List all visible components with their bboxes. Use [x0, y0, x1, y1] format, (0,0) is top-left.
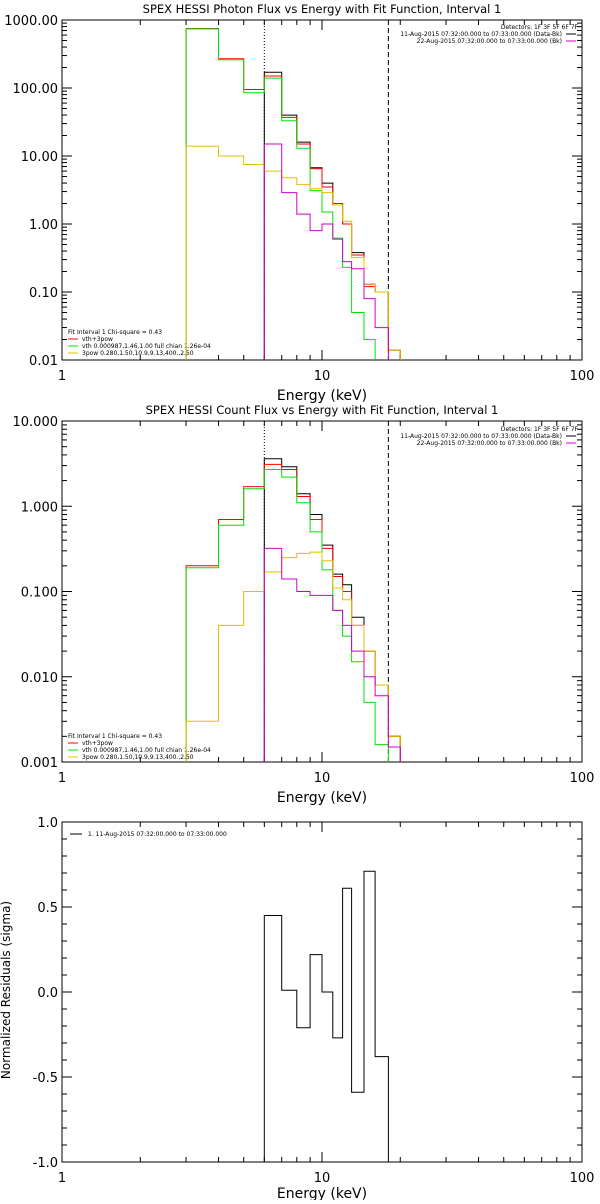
photon-flux-detectors: Detectors: 1F 3F 5F 6F 7F	[501, 24, 579, 31]
photon-flux-legend-red: vth+3pow	[82, 336, 113, 343]
count-flux-legend-yellow: 3pow 0.280,1.50,10.9,9.13,400.,2.50	[82, 754, 194, 761]
chart-1-xtick-label: 1	[58, 369, 66, 384]
chart-3-ytick-label: 0.0	[37, 986, 58, 1001]
residuals-legend: 1. 11-Aug-2015 07:32:00.000 to 07:33:00.…	[88, 831, 227, 838]
chart-3-xtick-label: 1	[58, 1171, 66, 1186]
count-flux-fit-info: Fit Interval 1 Chi-square = 0.43	[68, 733, 162, 740]
chart-2-ytick-label: 1.000	[21, 500, 58, 515]
chart-2-ytick-label: 0.010	[21, 671, 58, 686]
chart-1-xtick-label: 10	[314, 369, 331, 384]
chart-1-ytick-label: 0.01	[29, 354, 58, 369]
residuals-xlabel: Energy (keV)	[277, 1186, 367, 1200]
chart-2-ytick-label: 10.000	[13, 415, 59, 430]
chart-2-frame	[61, 420, 583, 763]
photon-flux-fit-info: Fit Interval 1 Chi-square = 0.43	[68, 329, 162, 336]
residuals-panel: Energy (keV) Normalized Residuals (sigma…	[0, 831, 367, 1202]
chart-2-xtick-label: 100	[570, 771, 595, 786]
chart-2-ytick-label: 0.100	[21, 586, 58, 601]
photon-flux-title: SPEX HESSI Photon Flux vs Energy with Fi…	[143, 2, 502, 16]
chart-3-ytick-label: 0.5	[37, 901, 58, 916]
chart-2-ytick-label: 0.001	[21, 756, 58, 771]
chart-1-ytick-label: 1000.00	[4, 14, 58, 29]
photon-flux-legend-green: vth 0.000987,1.46,1.00 full chian 1.26e-…	[82, 343, 211, 350]
chart-1-ytick-label: 10.00	[21, 150, 58, 165]
residuals-ylabel: Normalized Residuals (sigma)	[0, 901, 13, 1079]
chart-2-series-black	[263, 458, 401, 762]
chart-2-series-magenta	[263, 547, 401, 762]
chart-3-plot: 1 10 100 -1.0 -0.5 0.0 0.5 1.0	[33, 816, 595, 1186]
count-flux-time-1: 11-Aug-2015 07:32:00.000 to 07:33:00.000…	[400, 433, 562, 440]
photon-flux-legend-yellow: 3pow 0.280,1.50,10.9,9.13,400.,2.50	[82, 350, 194, 357]
count-flux-title: SPEX HESSI Count Flux vs Energy with Fit…	[146, 403, 499, 417]
chart-1-ytick-label: 0.10	[29, 286, 58, 301]
count-flux-legend-green: vth 0.000987,1.46,1.00 full chian 1.26e-…	[82, 747, 211, 754]
chart-1-series-red	[185, 28, 401, 360]
chart-3-ytick-label: -0.5	[33, 1071, 58, 1086]
chart-1-xtick-label: 100	[570, 369, 595, 384]
photon-flux-time-2: 22-Aug-2015 07:32:00.000 to 07:33:00.000…	[417, 38, 562, 45]
chart-2-plot: 1 10 100 0.001 0.010 0.100 1.000 10.000	[13, 415, 595, 786]
chart-1-series-green	[185, 28, 376, 360]
photon-flux-time-1: 11-Aug-2015 07:32:00.000 to 07:33:00.000…	[400, 31, 562, 38]
chart-3-ytick-label: 1.0	[37, 816, 58, 831]
chart-2-series-green	[185, 469, 389, 762]
chart-3-xtick-label: 10	[314, 1171, 331, 1186]
count-flux-legend-red: vth+3pow	[82, 740, 113, 747]
chart-3-ytick-label: -1.0	[33, 1156, 58, 1171]
chart-3-series-black	[263, 870, 389, 1162]
chart-1-ytick-label: 100.00	[13, 82, 59, 97]
count-flux-time-2: 22-Aug-2015 07:32:00.000 to 07:33:00.000…	[417, 440, 562, 447]
chart-2-xtick-label: 10	[314, 771, 331, 786]
count-flux-detectors: Detectors: 1F 3F 5F 6F 7F	[501, 426, 579, 433]
chart-1-series-yellow	[185, 145, 401, 360]
chart-3-xtick-label: 100	[570, 1171, 595, 1186]
count-flux-xlabel: Energy (keV)	[277, 790, 367, 806]
chart-1-plot: 1 10 100 0.01 0.10 1.00 10.00 100.00 1000.00	[4, 14, 595, 384]
photon-flux-xlabel: Energy (keV)	[277, 388, 367, 404]
photon-flux-panel: SPEX HESSI Photon Flux vs Energy with Fi…	[68, 2, 579, 404]
chart-2-xtick-label: 1	[58, 771, 66, 786]
count-flux-panel: SPEX HESSI Count Flux vs Energy with Fit…	[68, 403, 579, 806]
chart-2-series-yellow	[185, 551, 401, 762]
chart-1-ytick-label: 1.00	[29, 218, 58, 233]
chart-1-series-magenta	[263, 143, 389, 360]
